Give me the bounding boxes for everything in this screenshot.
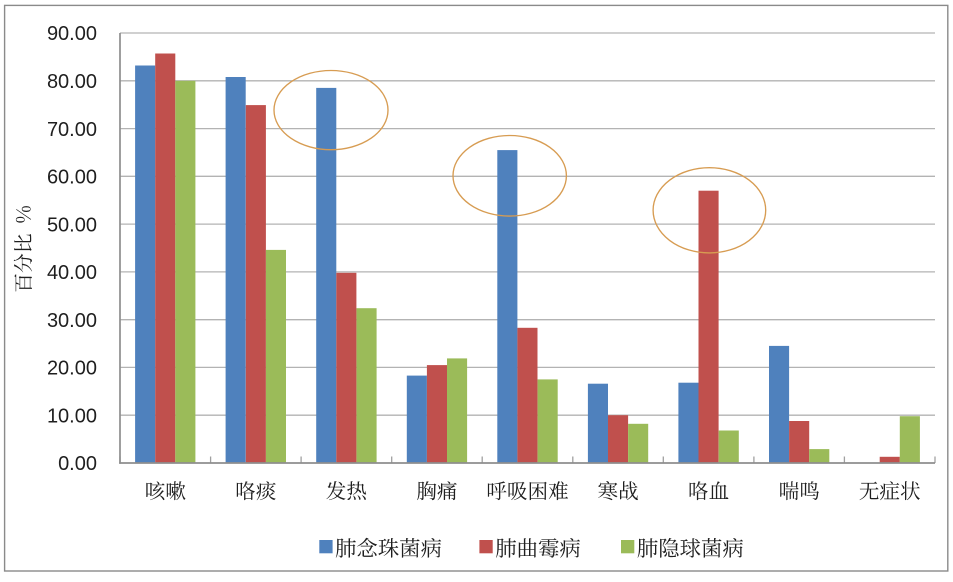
svg-text:10.00: 10.00 bbox=[47, 405, 97, 427]
svg-text:40.00: 40.00 bbox=[47, 262, 97, 284]
svg-text:30.00: 30.00 bbox=[47, 310, 97, 332]
svg-text:60.00: 60.00 bbox=[47, 167, 97, 189]
svg-text:20.00: 20.00 bbox=[47, 358, 97, 380]
svg-text:90.00: 90.00 bbox=[47, 23, 97, 45]
svg-text:0.00: 0.00 bbox=[58, 453, 97, 475]
svg-text:80.00: 80.00 bbox=[47, 71, 97, 93]
svg-text:50.00: 50.00 bbox=[47, 214, 97, 236]
svg-text:70.00: 70.00 bbox=[47, 119, 97, 141]
